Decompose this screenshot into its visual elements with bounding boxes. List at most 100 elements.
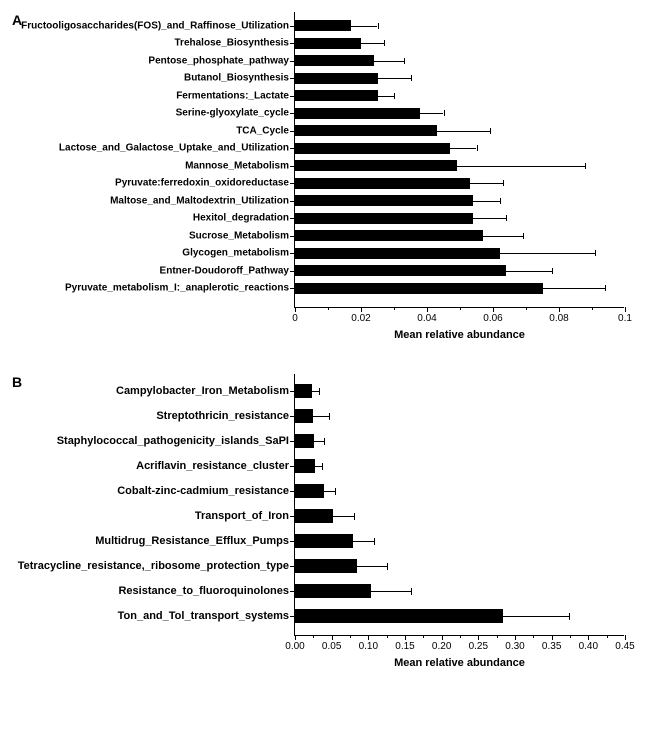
error-cap <box>387 563 388 570</box>
category-label: Serine-glyoxylate_cycle <box>176 108 289 119</box>
bar-row: Entner-Doudoroff_Pathway <box>295 265 506 276</box>
category-label: Trehalose_Biosynthesis <box>175 38 290 49</box>
bar-row: TCA_Cycle <box>295 125 437 136</box>
bar-row: Cobalt-zinc-cadmium_resistance <box>295 484 324 498</box>
bar-row: Pentose_phosphate_pathway <box>295 55 374 66</box>
bar <box>295 534 353 548</box>
error-bar <box>333 516 354 517</box>
bar <box>295 108 420 119</box>
bar <box>295 38 361 49</box>
error-cap <box>335 488 336 495</box>
bar-row: Fermentations:_Lactate <box>295 90 378 101</box>
x-tick-label: 0.08 <box>549 313 568 324</box>
bar <box>295 434 314 448</box>
bar <box>295 584 371 598</box>
error-cap <box>411 75 412 81</box>
bar-row: Serine-glyoxylate_cycle <box>295 108 420 119</box>
error-bar <box>315 466 322 467</box>
error-cap <box>490 128 491 134</box>
bar <box>295 459 315 473</box>
x-tick-label: 0.15 <box>395 641 414 652</box>
category-label: Acriflavin_resistance_cluster <box>136 460 289 472</box>
error-bar <box>543 288 606 289</box>
chart-a: Fructooligosaccharides(FOS)_and_Raffinos… <box>12 12 637 356</box>
error-cap <box>329 413 330 420</box>
category-label: Ton_and_Tol_transport_systems <box>118 610 289 622</box>
error-bar <box>353 541 374 542</box>
x-tick-label: 0.05 <box>322 641 341 652</box>
x-tick-label: 0 <box>292 313 298 324</box>
bar-row: Campylobacter_Iron_Metabolism <box>295 384 312 398</box>
category-label: Multidrug_Resistance_Efflux_Pumps <box>95 535 289 547</box>
x-tick-label: 0.04 <box>417 313 436 324</box>
bar <box>295 384 312 398</box>
bar-row: Hexitol_degradation <box>295 213 473 224</box>
category-label: Transport_of_Iron <box>195 510 289 522</box>
error-cap <box>374 538 375 545</box>
error-bar <box>483 236 523 237</box>
error-cap <box>569 613 570 620</box>
error-cap <box>500 198 501 204</box>
error-bar <box>378 78 411 79</box>
error-bar <box>378 96 395 97</box>
bar-row: Butanol_Biosynthesis <box>295 73 378 84</box>
category-label: Campylobacter_Iron_Metabolism <box>116 385 289 397</box>
error-cap <box>506 215 507 221</box>
bar-row: Tetracycline_resistance,_ribosome_protec… <box>295 559 357 573</box>
category-label: Sucrose_Metabolism <box>189 230 289 241</box>
bar-row: Acriflavin_resistance_cluster <box>295 459 315 473</box>
category-label: Pyruvate:ferredoxin_oxidoreductase <box>115 178 289 189</box>
bar <box>295 213 473 224</box>
bar-row: Pyruvate:ferredoxin_oxidoreductase <box>295 178 470 189</box>
error-cap <box>404 58 405 64</box>
bar <box>295 160 457 171</box>
x-tick-label: 0.1 <box>618 313 632 324</box>
bar-row: Maltose_and_Maltodextrin_Utilization <box>295 195 473 206</box>
bar-row: Mannose_Metabolism <box>295 160 457 171</box>
x-tick-label: 0.40 <box>579 641 598 652</box>
bar-row: Glycogen_metabolism <box>295 248 500 259</box>
error-bar <box>506 271 552 272</box>
error-bar <box>470 183 503 184</box>
category-label: Cobalt-zinc-cadmium_resistance <box>117 485 289 497</box>
category-label: Pyruvate_metabolism_I:_anaplerotic_react… <box>65 283 289 294</box>
error-bar <box>420 113 443 114</box>
bar <box>295 265 506 276</box>
category-label: Resistance_to_fluoroquinolones <box>118 585 289 597</box>
x-tick-label: 0.10 <box>359 641 378 652</box>
bar-row: Transport_of_Iron <box>295 509 333 523</box>
error-cap <box>605 285 606 291</box>
error-cap <box>411 588 412 595</box>
error-bar <box>473 201 499 202</box>
error-bar <box>450 148 476 149</box>
bar-row: Resistance_to_fluoroquinolones <box>295 584 371 598</box>
x-tick-label: 0.20 <box>432 641 451 652</box>
bar-row: Staphylococcal_pathogenicity_islands_SaP… <box>295 434 314 448</box>
error-cap <box>354 513 355 520</box>
bar-row: Ton_and_Tol_transport_systems <box>295 609 503 623</box>
error-bar <box>457 166 586 167</box>
category-label: Lactose_and_Galactose_Uptake_and_Utiliza… <box>59 143 289 154</box>
bar <box>295 283 543 294</box>
bar <box>295 73 378 84</box>
bar <box>295 230 483 241</box>
category-label: Pentose_phosphate_pathway <box>148 55 289 66</box>
x-tick-label: 0.45 <box>615 641 634 652</box>
error-cap <box>552 268 553 274</box>
error-bar <box>473 218 506 219</box>
bar <box>295 178 470 189</box>
bar-row: Multidrug_Resistance_Efflux_Pumps <box>295 534 353 548</box>
error-bar <box>314 441 324 442</box>
category-label: Tetracycline_resistance,_ribosome_protec… <box>18 560 289 572</box>
bar <box>295 195 473 206</box>
bar <box>295 509 333 523</box>
bar <box>295 409 313 423</box>
error-bar <box>371 591 411 592</box>
bar-row: Pyruvate_metabolism_I:_anaplerotic_react… <box>295 283 543 294</box>
bar <box>295 90 378 101</box>
error-cap <box>585 163 586 169</box>
error-cap <box>378 23 379 29</box>
category-label: Fermentations:_Lactate <box>176 90 289 101</box>
x-tick-label: 0.35 <box>542 641 561 652</box>
x-axis-label: Mean relative abundance <box>394 657 525 669</box>
